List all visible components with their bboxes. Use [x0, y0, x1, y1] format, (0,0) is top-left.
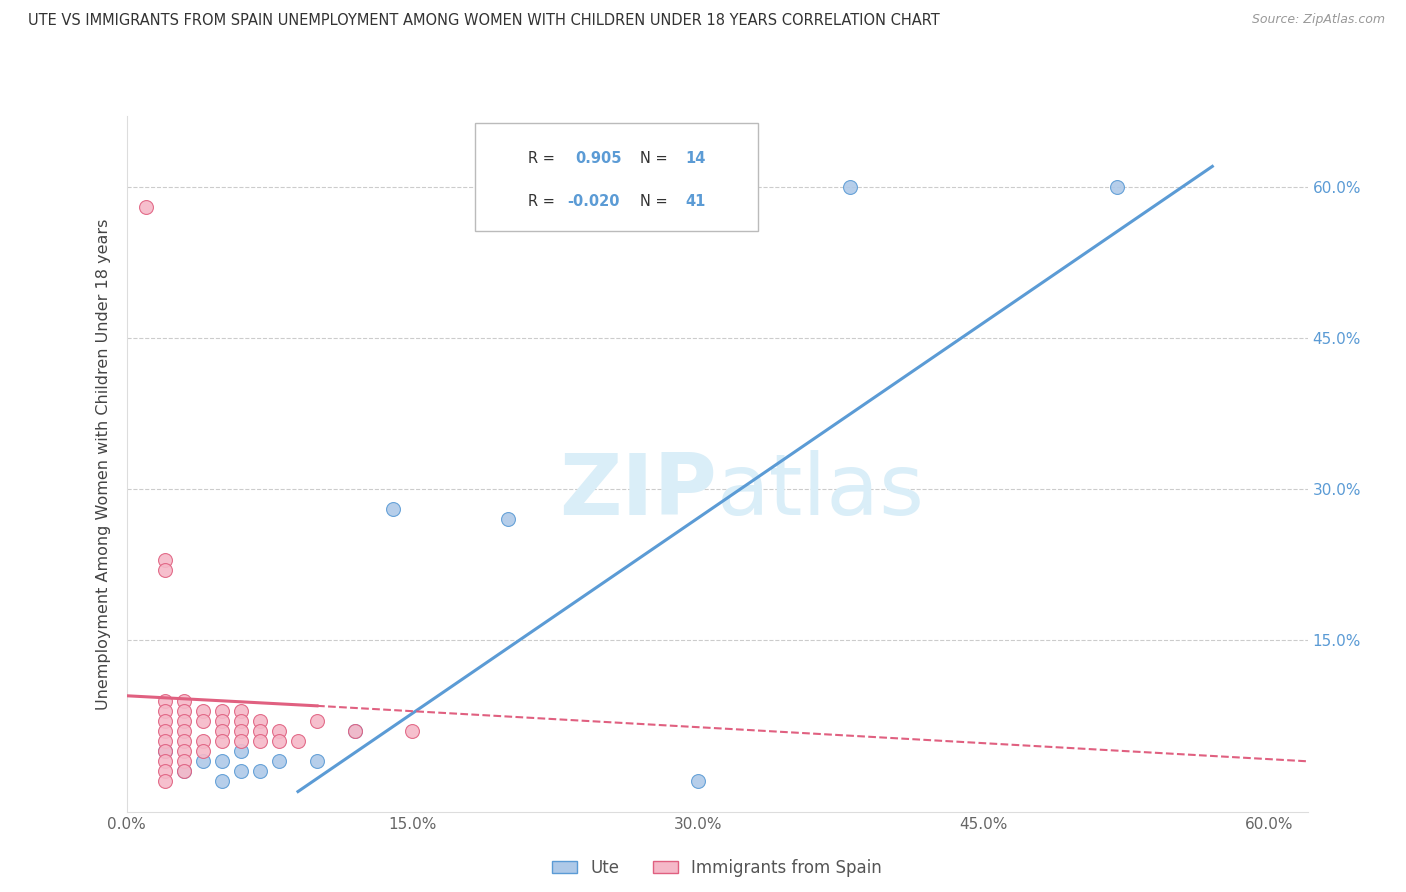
Point [191, 754, 214, 768]
Point [191, 744, 214, 758]
Point [173, 734, 195, 748]
Point [153, 724, 176, 739]
Point [249, 714, 271, 728]
Point [153, 774, 176, 789]
Point [686, 774, 709, 789]
Text: -0.020: -0.020 [567, 194, 620, 210]
Point [382, 502, 405, 516]
Point [153, 754, 176, 768]
Point [305, 754, 328, 768]
Point [173, 704, 195, 718]
Text: N =: N = [640, 151, 672, 166]
Text: R =: R = [529, 194, 560, 210]
Point [839, 179, 862, 194]
Point [229, 734, 252, 748]
Point [153, 744, 176, 758]
Point [229, 704, 252, 718]
Point [211, 724, 233, 739]
Text: atlas: atlas [717, 450, 925, 533]
Text: 0.905: 0.905 [575, 151, 621, 166]
Point [229, 744, 252, 758]
Point [153, 714, 176, 728]
Point [267, 734, 290, 748]
Point [191, 734, 214, 748]
Point [344, 724, 367, 739]
Point [229, 724, 252, 739]
Point [344, 724, 367, 739]
Text: N =: N = [640, 194, 672, 210]
Point [153, 704, 176, 718]
Point [191, 704, 214, 718]
Text: 41: 41 [685, 194, 706, 210]
Text: ZIP: ZIP [560, 450, 717, 533]
Point [211, 704, 233, 718]
Point [496, 512, 519, 526]
Text: 14: 14 [685, 151, 706, 166]
Point [173, 714, 195, 728]
Point [153, 764, 176, 779]
Point [173, 694, 195, 708]
Point [153, 563, 176, 577]
Text: R =: R = [529, 151, 560, 166]
Point [401, 724, 423, 739]
Point [191, 714, 214, 728]
Point [229, 764, 252, 779]
Point [211, 714, 233, 728]
Point [153, 694, 176, 708]
Point [173, 764, 195, 779]
Point [287, 734, 309, 748]
Point [1107, 179, 1129, 194]
Legend: Ute, Immigrants from Spain: Ute, Immigrants from Spain [546, 852, 889, 883]
Point [153, 552, 176, 566]
Point [173, 744, 195, 758]
FancyBboxPatch shape [475, 123, 758, 231]
Text: UTE VS IMMIGRANTS FROM SPAIN UNEMPLOYMENT AMONG WOMEN WITH CHILDREN UNDER 18 YEA: UTE VS IMMIGRANTS FROM SPAIN UNEMPLOYMEN… [28, 13, 939, 29]
Point [267, 724, 290, 739]
Point [211, 734, 233, 748]
Point [249, 724, 271, 739]
Point [229, 714, 252, 728]
Point [267, 754, 290, 768]
Point [173, 764, 195, 779]
Point [305, 714, 328, 728]
Point [153, 744, 176, 758]
Point [249, 734, 271, 748]
Y-axis label: Unemployment Among Women with Children Under 18 years: Unemployment Among Women with Children U… [96, 219, 111, 709]
Text: Source: ZipAtlas.com: Source: ZipAtlas.com [1251, 13, 1385, 27]
Point [211, 774, 233, 789]
Point [153, 734, 176, 748]
Point [173, 754, 195, 768]
Point [249, 764, 271, 779]
Point [211, 754, 233, 768]
Point [135, 200, 157, 214]
Point [173, 724, 195, 739]
